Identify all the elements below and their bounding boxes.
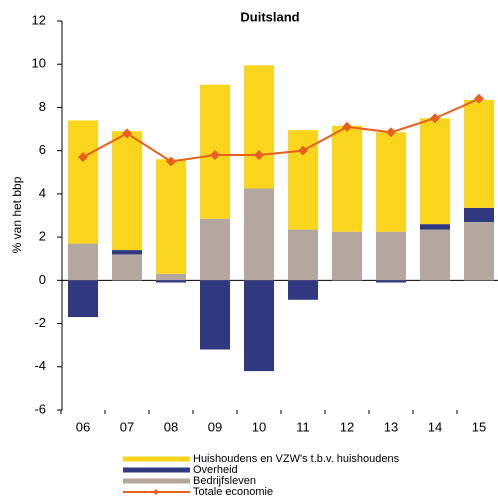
x-tick-label: 11 (296, 419, 310, 434)
bar-segment (420, 118, 450, 225)
bar-segment (332, 125, 362, 232)
bar-segment (244, 65, 274, 189)
bar-segment (464, 221, 494, 281)
y-tick-label: 10 (32, 56, 46, 71)
x-tick-label: 14 (428, 419, 442, 434)
bar-segment (244, 280, 274, 372)
legend-swatch (123, 456, 190, 462)
x-tick-label: 12 (340, 419, 354, 434)
bar-segment (156, 280, 186, 283)
marker (298, 145, 308, 156)
marker (122, 128, 132, 139)
y-tick-label: -4 (34, 358, 46, 373)
y-tick-label: 6 (39, 142, 46, 157)
legend-label: Huishoudens en VZW's t.b.v. huishoudens (193, 453, 400, 465)
chart-title: Duitsland (240, 9, 299, 24)
bar-segment (420, 229, 450, 281)
y-tick-label: 4 (39, 185, 46, 200)
legend-label: Bedrijfsleven (193, 475, 256, 487)
y-tick-label: 0 (39, 272, 46, 287)
bar-segment (288, 229, 318, 281)
x-tick-label: 15 (472, 419, 486, 434)
bar-segment (376, 280, 406, 283)
x-tick-label: 10 (252, 419, 266, 434)
x-tick-label: 08 (164, 419, 178, 434)
line (82, 97, 480, 163)
bar-segment (332, 231, 362, 281)
bar-segment (156, 159, 186, 274)
marker (166, 156, 176, 167)
x-tick-label: 06 (76, 419, 90, 434)
y-tick-label: 8 (39, 99, 46, 114)
legend-swatch (123, 478, 190, 484)
x-tick-label: 13 (384, 419, 398, 434)
bar-segment (112, 250, 142, 255)
legend-label: Totale economie (193, 486, 273, 498)
bar-segment (200, 218, 230, 281)
marker (386, 127, 396, 138)
marker (430, 113, 440, 124)
bar-segment (200, 280, 230, 350)
marker (474, 93, 484, 104)
marker (342, 121, 352, 132)
bar-segment (68, 120, 98, 244)
bar-segment (376, 132, 406, 232)
y-tick-label: -2 (34, 315, 46, 330)
y-tick-label: 2 (39, 229, 46, 244)
bar-segment (156, 273, 186, 281)
bar-segment (464, 99, 494, 208)
x-tick-label: 09 (208, 419, 222, 434)
bar-segment (68, 243, 98, 281)
marker (254, 149, 264, 160)
marker (210, 149, 220, 160)
bar-segment (376, 231, 406, 281)
bar-segment (288, 280, 318, 300)
bar-segment (68, 280, 98, 318)
y-tick-label: -6 (34, 401, 46, 416)
bar-segment (112, 131, 142, 251)
y-axis-label: % van het bbp (10, 176, 24, 253)
bar-segment (244, 188, 274, 281)
bar-segment (420, 224, 450, 230)
y-tick-label: 12 (32, 12, 46, 27)
x-tick-label: 07 (120, 419, 134, 434)
legend-swatch (123, 467, 190, 473)
marker (78, 152, 88, 163)
bar-segment (464, 207, 494, 222)
legend-marker (153, 489, 159, 495)
bar-segment (112, 254, 142, 281)
legend-label: Overheid (193, 464, 238, 476)
